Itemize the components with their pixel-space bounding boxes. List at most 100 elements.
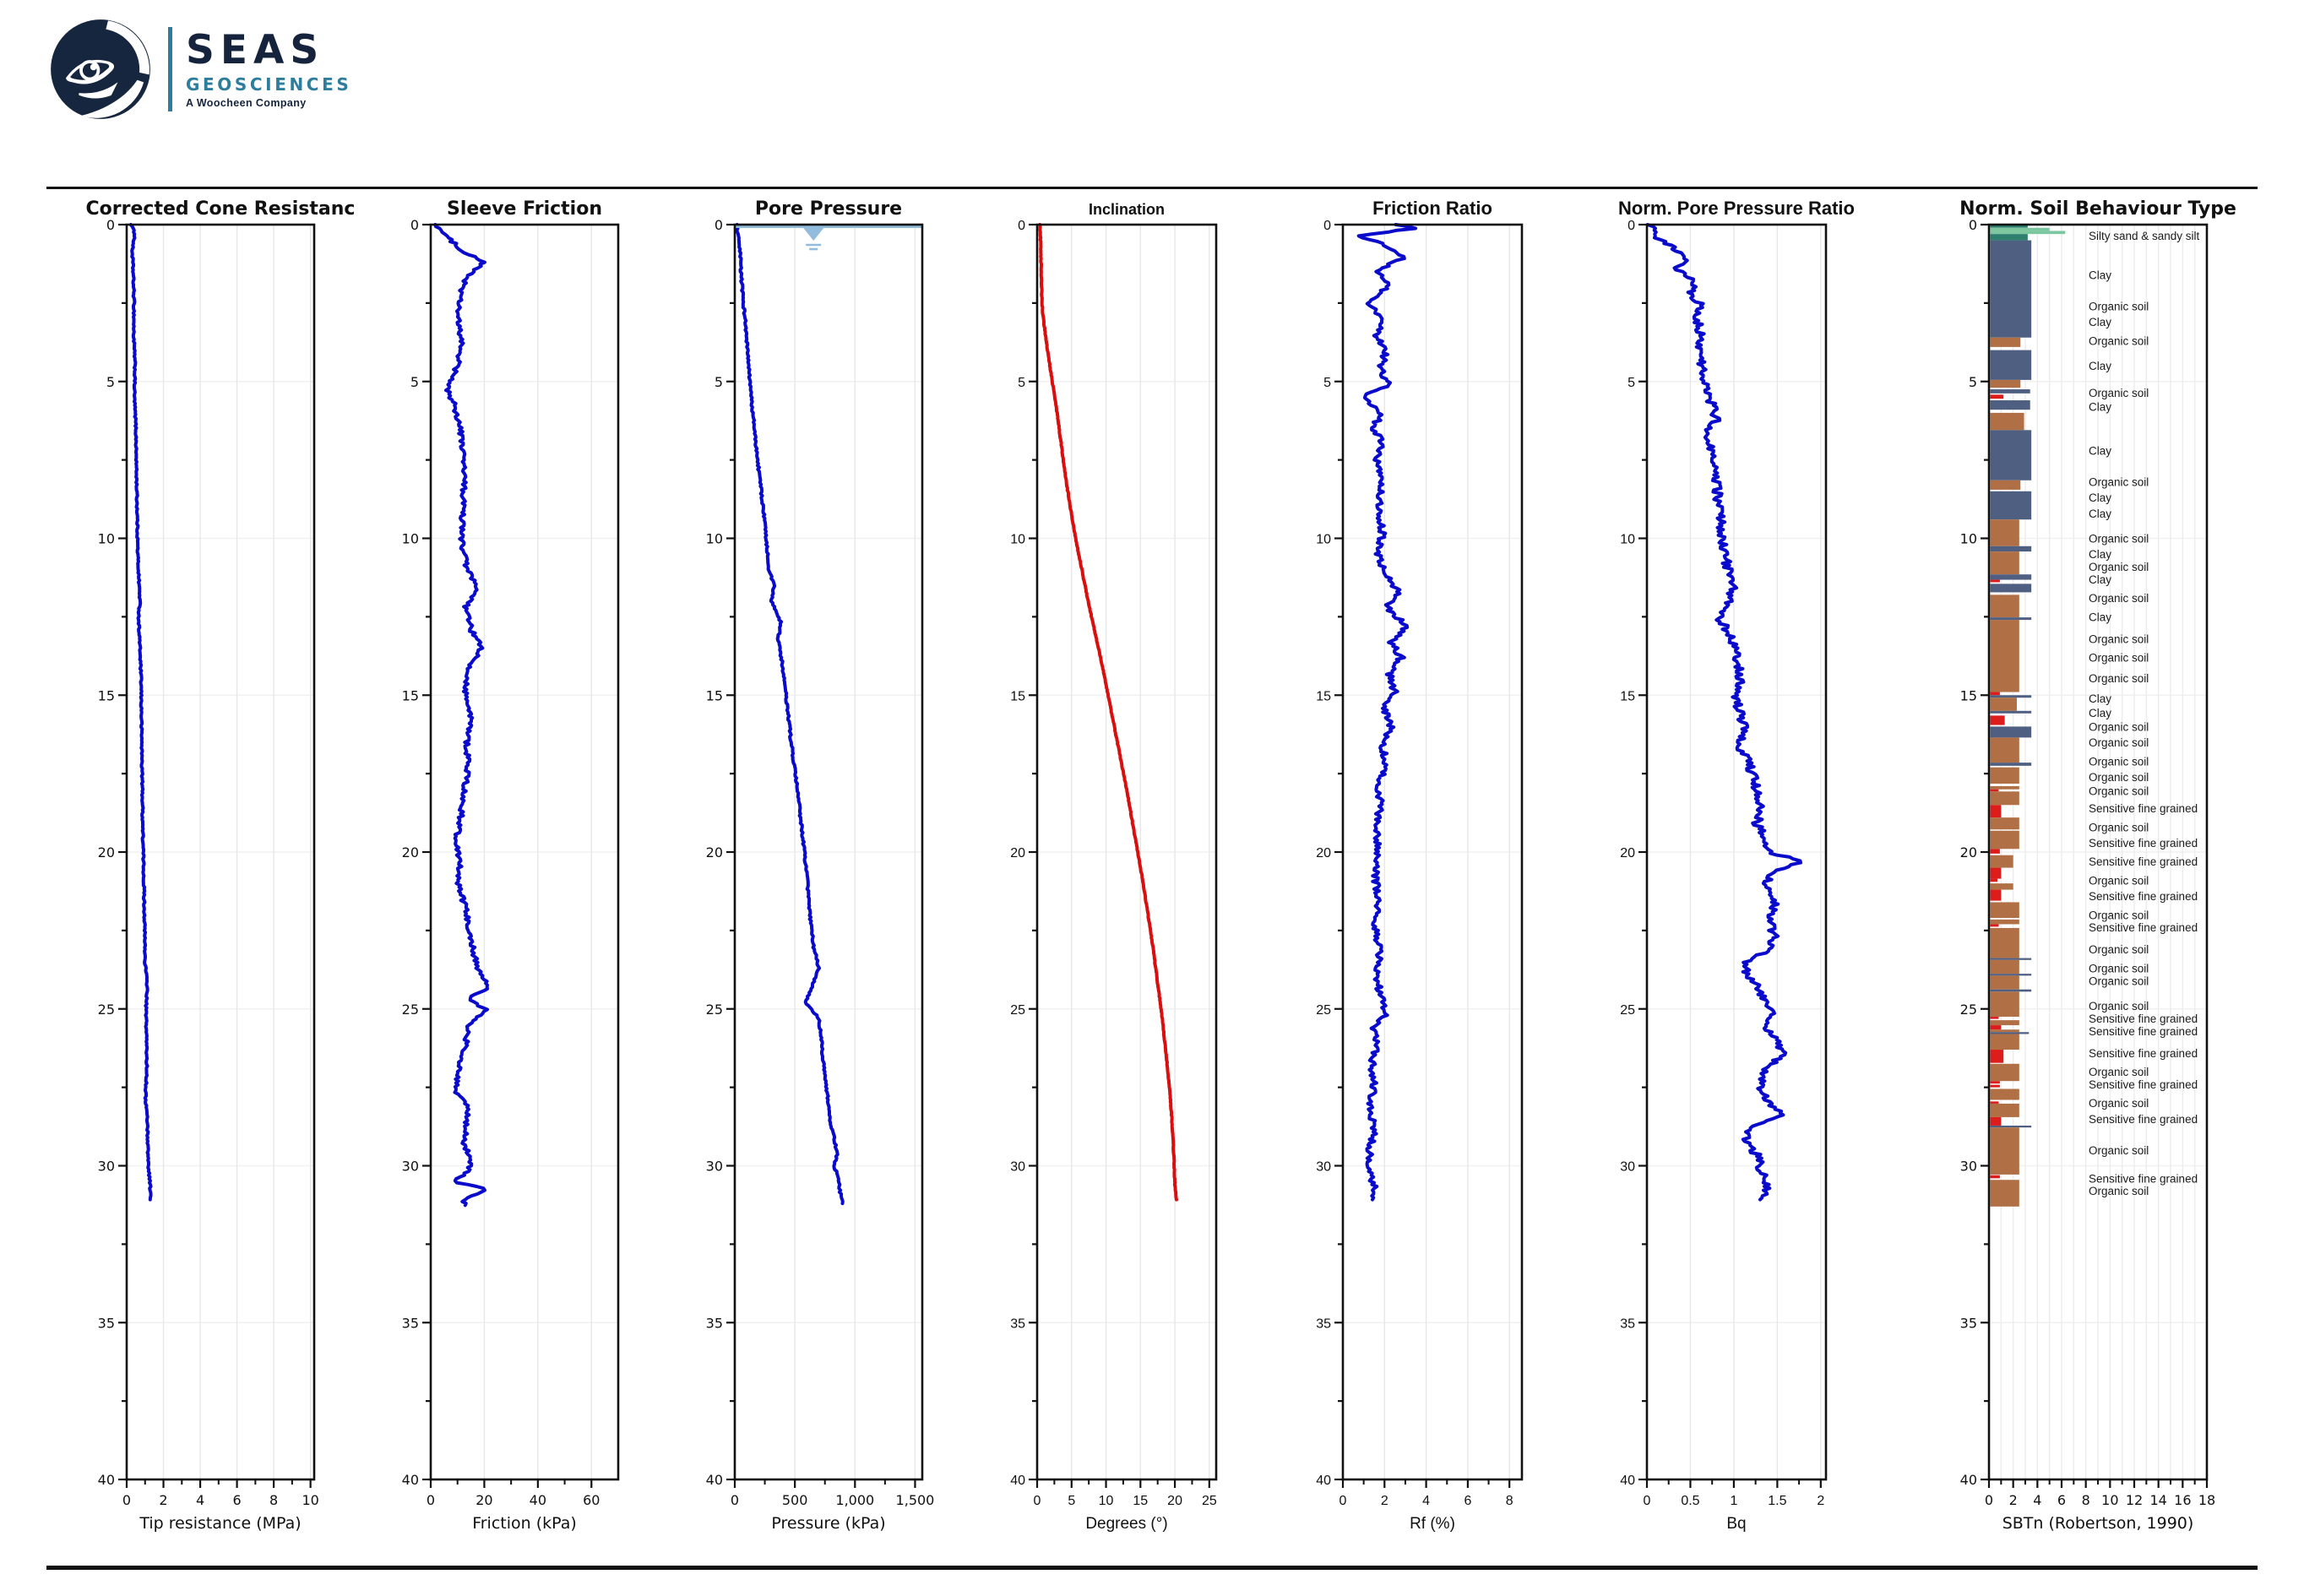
- soil-layer-sensitive: [1990, 692, 2000, 696]
- soil-layer-sensitive: [1990, 579, 2000, 583]
- soil-layer-clay: [1990, 763, 2032, 766]
- x-tick-label: 10: [2101, 1492, 2118, 1508]
- soil-layer-clay: [1990, 240, 2032, 338]
- panel-norm-pore-pressure-ratio: 0 5 10 15 20 25 30 35 40 0 0.5 1 1.5 2 Norm. Pore Pres…: [1618, 198, 1855, 1533]
- soil-layer-sensitive: [1990, 849, 2000, 854]
- soil-layer-organic: [1990, 785, 2019, 790]
- soil-label: Organic soil: [2089, 755, 2149, 768]
- depth-tick-label: 0: [410, 217, 419, 233]
- soil-label: Organic soil: [2089, 632, 2149, 645]
- soil-layer-organic: [1990, 1088, 2019, 1100]
- soil-layer-sensitive: [1990, 1175, 2000, 1179]
- soil-layer-silt_light: [1990, 227, 2050, 231]
- depth-tick-label: 15: [706, 687, 723, 703]
- soil-layer-clay: [1990, 974, 2032, 976]
- x-axis-label: Rf (%): [1410, 1515, 1455, 1533]
- soil-layer-organic: [1990, 1103, 2019, 1117]
- soil-layer-clay: [1990, 491, 2032, 520]
- x-tick-label: 0: [1339, 1494, 1347, 1508]
- soil-label: Sensitive fine grained: [2089, 837, 2198, 850]
- depth-tick-label: 35: [402, 1315, 419, 1331]
- depth-tick-label: 10: [706, 531, 723, 547]
- soil-layer-clay: [1990, 617, 2032, 621]
- x-tick-label: 0: [1034, 1494, 1041, 1508]
- depth-tick-label: 30: [98, 1159, 115, 1175]
- depth-tick-label: 35: [706, 1315, 723, 1331]
- soil-layer-organic: [1990, 919, 2019, 925]
- depth-tick-label: 30: [1010, 1160, 1025, 1175]
- depth-tick-label: 30: [402, 1159, 419, 1175]
- panel-inclination: 0 5 10 15 20 25 30 35 40 0 5 10 15 20 25 Inclination Deg…: [1010, 201, 1218, 1533]
- header-rule: [46, 187, 2258, 189]
- x-axis-label: SBTn (Robertson, 1990): [2002, 1514, 2194, 1533]
- soil-label: Clay: [2089, 491, 2111, 504]
- x-tick-label: 0.5: [1681, 1494, 1699, 1508]
- soil-label: Organic soil: [2089, 874, 2149, 887]
- x-tick-label: 10: [1099, 1494, 1114, 1508]
- x-tick-label: 2: [1817, 1494, 1824, 1508]
- panel-pore-pressure: 0 5 10 15 20 25 30 35 40 0 500 1,000 1,500 Pore Press…: [706, 198, 935, 1533]
- x-tick-label: 4: [196, 1492, 204, 1508]
- soil-layer-organic: [1990, 337, 2021, 347]
- soil-layer-clay: [1990, 958, 2032, 960]
- soil-layer-organic: [1990, 594, 2019, 618]
- footer-rule: [46, 1566, 2258, 1570]
- depth-tick-label: 10: [1316, 533, 1331, 547]
- soil-label: Sensitive fine grained: [2089, 1078, 2198, 1091]
- soil-layer-sensitive: [1990, 1101, 1999, 1104]
- depth-tick-label: 40: [1620, 1474, 1635, 1488]
- depth-tick-label: 30: [1620, 1160, 1635, 1175]
- panel-corrected-cone-resistance: 0 5 10 15 20 25 30 35 40 0 2 4 6 8 10 Corrected Cone Re…: [86, 198, 356, 1533]
- soil-layer-sensitive: [1990, 1081, 2000, 1084]
- soil-layer-organic: [1990, 379, 2021, 388]
- trace-rf: [1356, 223, 1418, 1202]
- x-tick-label: 4: [2033, 1492, 2041, 1508]
- panel-title: Pore Pressure: [755, 198, 902, 220]
- depth-tick-label: 20: [402, 844, 419, 860]
- soil-label: Organic soil: [2089, 771, 2149, 784]
- x-tick-label: 20: [1167, 1494, 1182, 1508]
- soil-layer-organic: [1990, 1063, 2019, 1082]
- x-tick-label: 14: [2149, 1492, 2166, 1508]
- x-tick-label: 16: [2174, 1492, 2191, 1508]
- x-tick-label: 40: [530, 1492, 546, 1508]
- panel-title: Norm. Pore Pressure Ratio: [1618, 198, 1855, 219]
- soil-label: Clay: [2089, 573, 2111, 586]
- soil-layer-clay: [1990, 584, 2032, 593]
- soil-label: Clay: [2089, 400, 2111, 413]
- depth-tick-label: 35: [1010, 1316, 1025, 1331]
- soil-label: Sensitive fine grained: [2089, 921, 2198, 934]
- depth-tick-label: 10: [98, 531, 115, 547]
- soil-layer-organic: [1990, 551, 2019, 575]
- x-axis-label: Friction (kPa): [472, 1514, 577, 1533]
- depth-tick-label: 25: [1010, 1003, 1025, 1018]
- depth-tick-label: 20: [1620, 846, 1635, 860]
- x-tick-label: 18: [2198, 1492, 2215, 1508]
- depth-tick-label: 25: [98, 1002, 115, 1018]
- x-tick-label: 4: [1422, 1494, 1430, 1508]
- soil-label: Organic soil: [2089, 1097, 2149, 1110]
- x-tick-label: 1: [1730, 1494, 1737, 1508]
- depth-tick-label: 20: [706, 844, 723, 860]
- x-tick-label: 2: [1381, 1494, 1388, 1508]
- soil-label: Organic soil: [2089, 476, 2149, 489]
- soil-layer-silt_light: [1990, 231, 2066, 235]
- depth-tick-label: 20: [98, 844, 115, 860]
- soil-label: Clay: [2089, 692, 2111, 705]
- depth-tick-label: 20: [1960, 844, 1977, 860]
- depth-tick-label: 0: [1018, 219, 1025, 233]
- depth-tick-label: 25: [402, 1002, 419, 1018]
- x-tick-label: 25: [1202, 1494, 1217, 1508]
- depth-tick-label: 5: [410, 374, 419, 390]
- depth-tick-label: 35: [1620, 1316, 1635, 1331]
- seas-logo: SEAS GEOSCIENCES A Woocheen Company: [46, 15, 351, 123]
- soil-layer-silt_dark: [1990, 234, 2028, 241]
- depth-tick-label: 40: [402, 1472, 419, 1488]
- soil-layer-sensitive: [1990, 1084, 2000, 1088]
- soil-label: Organic soil: [2089, 962, 2149, 974]
- soil-layer-organic: [1990, 620, 2019, 692]
- x-tick-label: 8: [2082, 1492, 2090, 1508]
- soil-label: Clay: [2089, 611, 2111, 623]
- soil-layer-clay: [1990, 695, 2032, 698]
